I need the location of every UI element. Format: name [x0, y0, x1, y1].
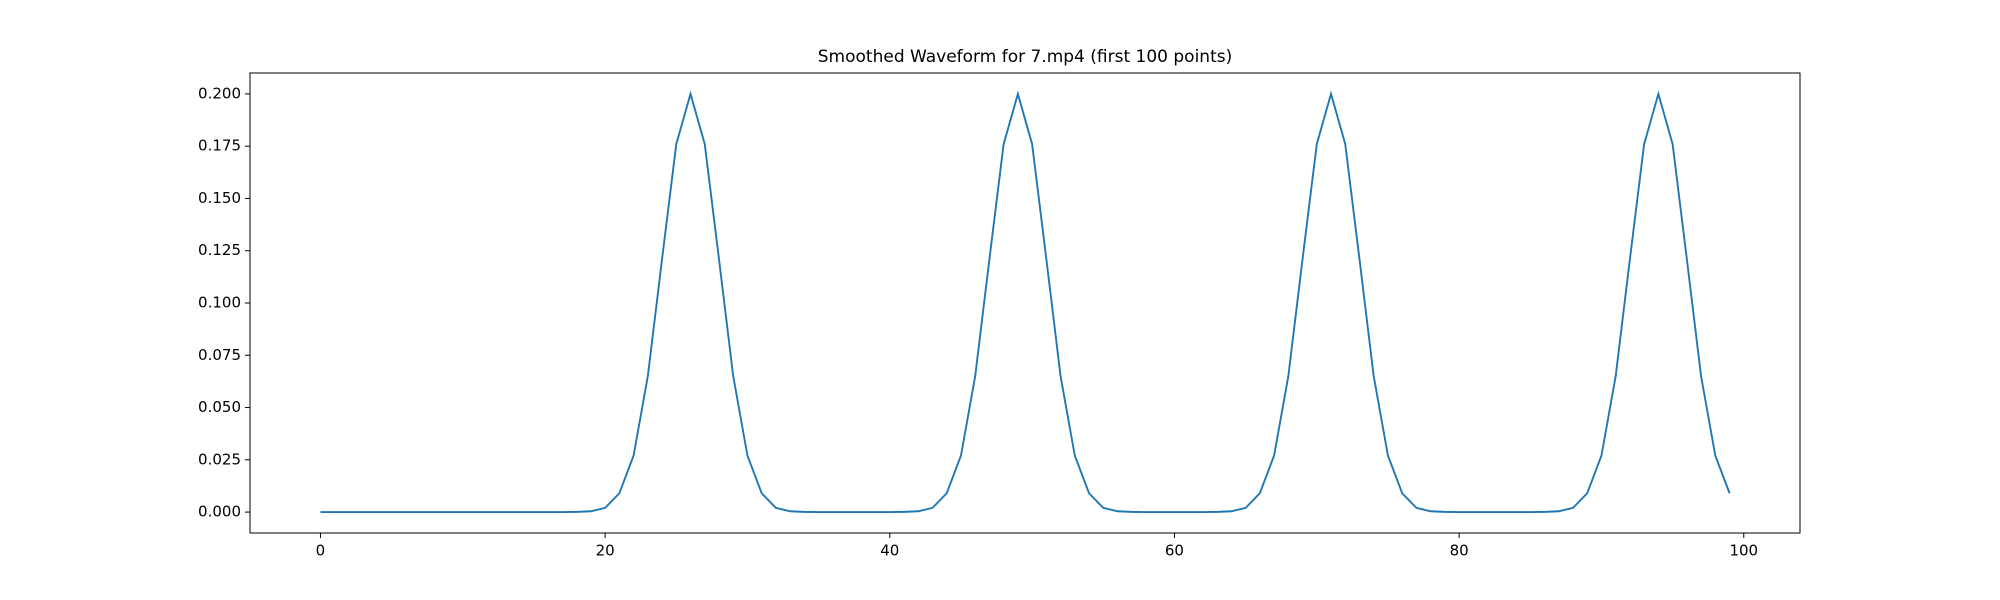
- x-tick-label: 0: [316, 542, 326, 560]
- x-tick-label: 20: [596, 542, 615, 560]
- x-tick-label: 80: [1450, 542, 1469, 560]
- y-tick-label: 0.025: [198, 450, 241, 468]
- x-tick-label: 40: [880, 542, 899, 560]
- y-tick-label: 0.075: [198, 346, 241, 364]
- y-tick-label: 0.125: [198, 241, 241, 259]
- plot-frame: [249, 72, 1801, 534]
- x-tick-label: 60: [1165, 542, 1184, 560]
- y-tick-label: 0.000: [198, 503, 241, 521]
- y-tick-label: 0.050: [198, 398, 241, 416]
- line: [320, 90, 1731, 514]
- y-tick-label: 0.175: [198, 137, 241, 155]
- y-tick-label: 0.100: [198, 294, 241, 312]
- chart-title: Smoothed Waveform for 7.mp4 (first 100 p…: [818, 47, 1232, 67]
- y-tick-label: 0.200: [198, 84, 241, 102]
- x-tick-label: 100: [1729, 542, 1758, 560]
- y-tick-label: 0.150: [198, 189, 241, 207]
